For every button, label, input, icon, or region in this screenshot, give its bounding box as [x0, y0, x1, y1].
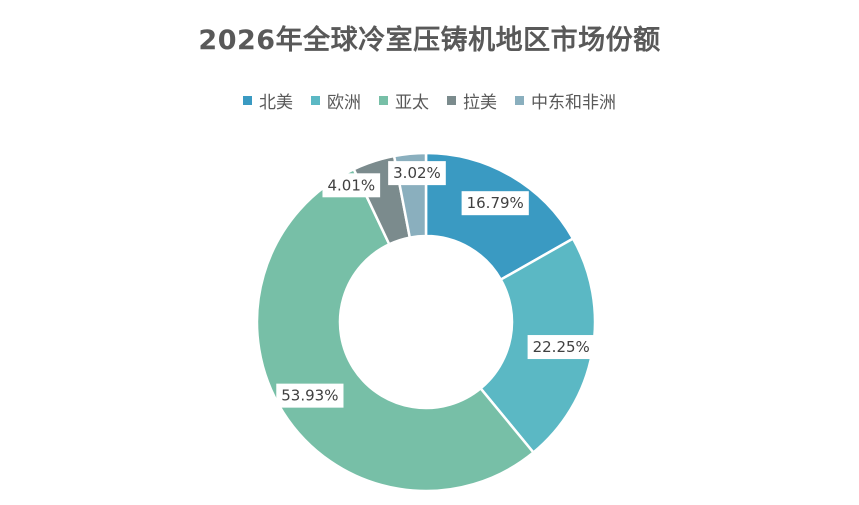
legend-item: 拉美: [447, 88, 497, 113]
data-label-box: [276, 383, 344, 408]
data-label: 3.02%: [388, 161, 446, 186]
legend-label: 欧洲: [327, 93, 361, 113]
legend-label: 北美: [259, 93, 293, 113]
data-label-box: [388, 161, 446, 186]
data-label: 22.25%: [527, 335, 595, 360]
data-label: 4.01%: [322, 173, 381, 198]
legend-swatch: [447, 96, 456, 105]
data-label-box: [461, 191, 529, 216]
chart-legend: 北美 欧洲 亚太 拉美 中东和非洲: [0, 88, 859, 113]
svg-text:22.25%: 22.25%: [533, 338, 590, 356]
legend-item: 北美: [243, 88, 293, 113]
data-label: 53.93%: [276, 383, 344, 408]
svg-text:16.79%: 16.79%: [467, 194, 524, 212]
legend-label: 中东和非洲: [531, 93, 616, 113]
data-label: 16.79%: [461, 191, 529, 216]
donut-slice: [255, 167, 536, 493]
legend-swatch: [243, 96, 252, 105]
legend-item: 中东和非洲: [515, 88, 616, 113]
legend-label: 亚太: [395, 93, 429, 113]
legend-swatch: [379, 96, 388, 105]
data-label-box: [527, 335, 595, 360]
legend-item: 亚太: [379, 88, 429, 113]
data-label-box: [322, 173, 381, 198]
legend-swatch: [311, 96, 320, 105]
legend-item: 欧洲: [311, 88, 361, 113]
legend-swatch: [515, 96, 524, 105]
chart-title: 2026年全球冷室压铸机地区市场份额: [198, 25, 661, 56]
svg-text:53.93%: 53.93%: [281, 387, 338, 405]
svg-text:4.01%: 4.01%: [327, 176, 375, 194]
donut-slice: [424, 151, 575, 282]
svg-text:3.02%: 3.02%: [393, 164, 441, 182]
legend-label: 拉美: [463, 93, 497, 113]
